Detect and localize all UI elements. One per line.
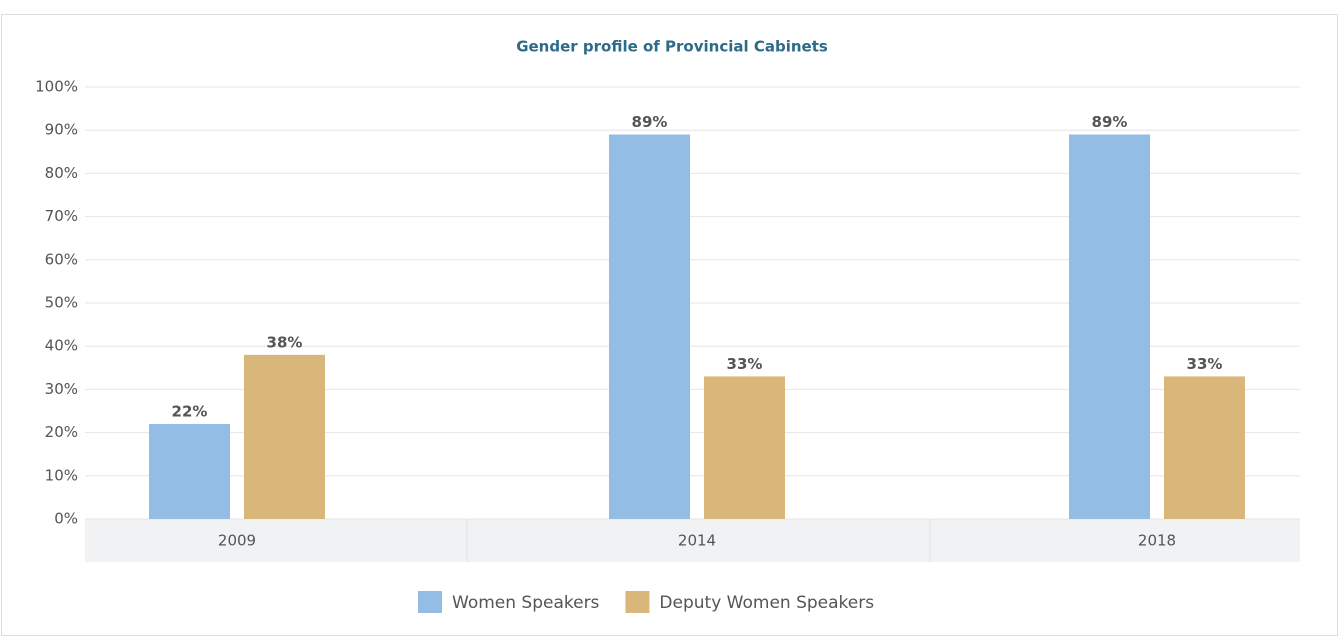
value-label: 33%	[1187, 355, 1223, 373]
legend-swatch	[625, 591, 650, 613]
value-label: 22%	[172, 402, 208, 420]
bar	[1069, 134, 1150, 519]
value-label: 33%	[727, 355, 763, 373]
y-tick-label: 40%	[45, 337, 78, 355]
y-tick-label: 60%	[45, 250, 78, 268]
x-tick-label: 2014	[678, 532, 716, 550]
bar	[609, 134, 690, 519]
y-tick-label: 20%	[45, 423, 78, 441]
chart-title: Gender profile of Provincial Cabinets	[516, 38, 828, 56]
bar	[704, 376, 785, 519]
legend-swatch	[418, 591, 442, 613]
y-tick-label: 10%	[45, 466, 78, 484]
value-label: 38%	[267, 333, 303, 351]
bar	[1164, 376, 1245, 519]
y-tick-label: 70%	[45, 207, 78, 225]
x-tick-label: 2018	[1138, 532, 1176, 550]
value-label: 89%	[632, 113, 668, 131]
legend-label: Women Speakers	[452, 593, 600, 613]
legend-label: Deputy Women Speakers	[659, 593, 874, 613]
bar	[244, 354, 325, 519]
value-label: 89%	[1092, 113, 1128, 131]
y-tick-label: 30%	[45, 380, 78, 398]
y-tick-label: 100%	[35, 78, 78, 96]
y-tick-label: 90%	[45, 121, 78, 139]
y-tick-label: 50%	[45, 294, 78, 312]
x-tick-label: 2009	[218, 532, 256, 550]
bar	[149, 423, 230, 519]
y-tick-label: 80%	[45, 164, 78, 182]
y-tick-label: 0%	[54, 510, 78, 528]
x-axis-band	[85, 519, 1300, 562]
